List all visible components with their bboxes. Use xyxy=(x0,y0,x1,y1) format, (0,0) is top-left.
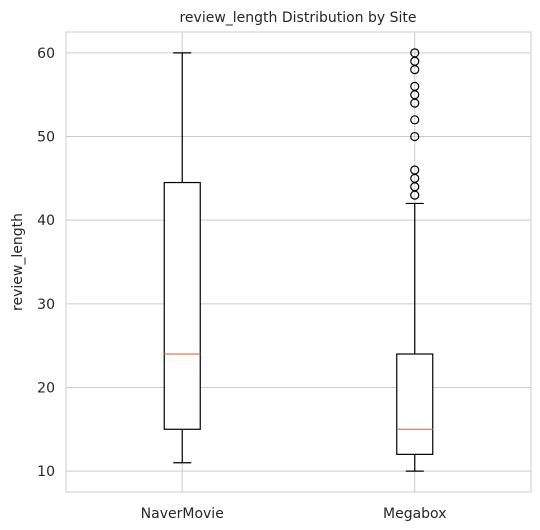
x-tick-labels: NaverMovie Megabox xyxy=(141,506,447,522)
y-tick-label: 60 xyxy=(37,46,55,62)
y-axis-label: review_length xyxy=(10,213,26,311)
chart-title: review_length Distribution by Site xyxy=(179,10,416,26)
plot-area xyxy=(66,32,531,492)
x-tick-label: Megabox xyxy=(383,506,446,522)
y-tick-label: 40 xyxy=(37,213,55,229)
x-tick-label: NaverMovie xyxy=(141,506,224,522)
y-tick-label: 10 xyxy=(37,464,55,480)
box-iqr xyxy=(164,183,200,430)
y-tick-label: 20 xyxy=(37,380,55,396)
y-tick-label: 50 xyxy=(37,130,55,146)
y-tick-label: 30 xyxy=(37,297,55,313)
box-iqr xyxy=(397,354,433,454)
y-tick-labels: 10 20 30 40 50 60 xyxy=(37,46,55,480)
